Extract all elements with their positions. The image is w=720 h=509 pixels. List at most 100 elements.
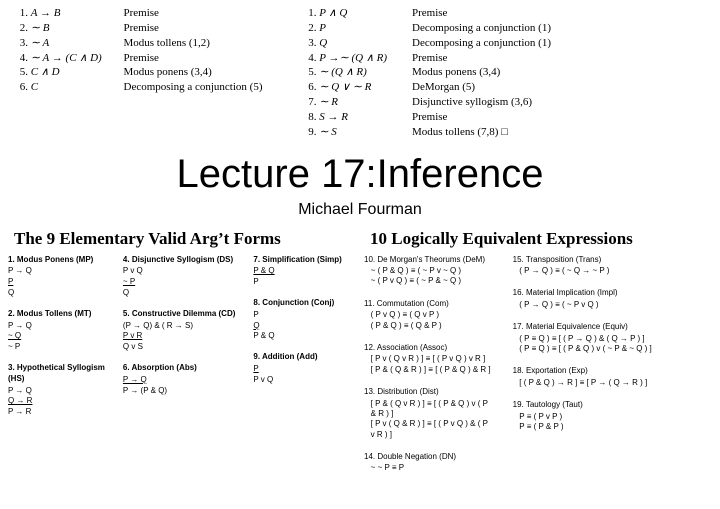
arg-form-title: 3. Hypothetical Syllogism (HS) (8, 363, 105, 385)
arg-form-title: 4. Disjunctive Syllogism (DS) (123, 255, 235, 266)
slide-author: Michael Fourman (0, 201, 720, 219)
arg-form-line: P (253, 310, 341, 321)
arg-form-title: 1. Modus Ponens (MP) (8, 255, 105, 266)
proof-line: 6. C Decomposing a conjunction (5) (14, 80, 263, 95)
equiv-title: 12. Association (Assoc) (364, 343, 491, 353)
proof-line: 4. P →∼ (Q ∧ R) Premise (303, 51, 552, 66)
arg-form-title: 8. Conjunction (Conj) (253, 298, 341, 309)
equiv-title: 15. Transposition (Trans) (513, 255, 652, 265)
arg-form-title: 5. Constructive Dilemma (CD) (123, 309, 235, 320)
proof-line: 6. ∼ Q ∨ ∼ R DeMorgan (5) (303, 80, 552, 95)
equiv-title: 10. De Morgan's Theorums (DeM) (364, 255, 491, 265)
equiv-title: 13. Distribution (Dist) (364, 387, 491, 397)
proof-line: 5. C ∧ D Modus ponens (3,4) (14, 65, 263, 80)
arg-form-line: P → Q (8, 266, 105, 277)
arg-form: 6. Absorption (Abs)P → Q P → (P & Q) (123, 363, 235, 396)
proof-line: 2. P Decomposing a conjunction (1) (303, 21, 552, 36)
equiv-item: 13. Distribution (Dist) [ P & ( Q v R ) … (364, 387, 491, 440)
arg-form-line: P v Q (123, 266, 235, 277)
arg-form-line: Q (253, 321, 341, 332)
arg-form-title: 6. Absorption (Abs) (123, 363, 235, 374)
proof-line: 1. P ∧ Q Premise (303, 6, 552, 21)
arg-form-line: P → R (8, 407, 105, 418)
proof-line: 8. S → R Premise (303, 110, 552, 125)
proof-left: 1. A → B Premise2. ∼ B Premise3. ∼ A Mod… (14, 6, 263, 140)
proof-line: 2. ∼ B Premise (14, 21, 263, 36)
proof-line: 7. ∼ R Disjunctive syllogism (3,6) (303, 95, 552, 110)
equiv-line: ~ ( P v Q ) ≡ ( ~ P & ~ Q ) (364, 276, 491, 286)
equiv-line: [ P & ( Q & R ) ] ≡ [ ( P & Q ) & R ] (364, 365, 491, 375)
proof-line: 5. ∼ (Q ∧ R) Modus ponens (3,4) (303, 65, 552, 80)
proofs-row: 1. A → B Premise2. ∼ B Premise3. ∼ A Mod… (0, 0, 720, 140)
equiv-line: P ≡ ( P & P ) (513, 422, 652, 432)
arg-form: 5. Constructive Dilemma (CD)(P → Q) & ( … (123, 309, 235, 353)
arg-form-title: 7. Simplification (Simp) (253, 255, 341, 266)
equiv-line: ( P ≡ Q ) ≡ [ ( P → Q ) & ( Q → P ) ] (513, 334, 652, 344)
arg-form-line: P & Q (253, 331, 341, 342)
proof-line: 9. ∼ S Modus tollens (7,8) □ (303, 125, 552, 140)
arg-form-line: P v Q (253, 375, 341, 386)
arg-form-line: P v R (123, 331, 235, 342)
arg-form-line: Q (8, 288, 105, 299)
proof-line: 1. A → B Premise (14, 6, 263, 21)
arg-form-line: ~ Q (8, 331, 105, 342)
arg-form-line: P → Q (123, 375, 235, 386)
equiv-title: 18. Exportation (Exp) (513, 366, 652, 376)
equiv-title: 11. Commutation (Com) (364, 299, 491, 309)
proof-right: 1. P ∧ Q Premise2. P Decomposing a conju… (303, 6, 552, 140)
equiv-item: 17. Material Equivalence (Equiv) ( P ≡ Q… (513, 322, 652, 354)
arg-form-line: Q v S (123, 342, 235, 353)
arg-form: 7. Simplification (Simp)P & Q P (253, 255, 341, 288)
equiv-heading: 10 Logically Equivalent Expressions (370, 229, 712, 249)
equiv-title: 14. Double Negation (DN) (364, 452, 491, 462)
arg-form-line: P → Q (8, 386, 105, 397)
equiv-line: ( P → Q ) ≡ ( ~ Q → ~ P ) (513, 266, 652, 276)
arg-form-line: Q (123, 288, 235, 299)
arg-form: 9. Addition (Add)P P v Q (253, 352, 341, 385)
arg-forms-panel: The 9 Elementary Valid Arg’t Forms 1. Mo… (8, 223, 356, 480)
arg-form-line: P (8, 277, 105, 288)
equiv-title: 17. Material Equivalence (Equiv) (513, 322, 652, 332)
proof-line: 3. Q Decomposing a conjunction (1) (303, 36, 552, 51)
arg-form-line: P & Q (253, 266, 341, 277)
arg-form-line: ~ P (123, 277, 235, 288)
arg-form-line: P → (P & Q) (123, 386, 235, 397)
slide: { "proofs": { "left": [ {"n":"1.","e":"A… (0, 0, 720, 509)
equiv-line: ~ ~ P ≡ P (364, 463, 491, 473)
equiv-item: 16. Material Implication (Impl) ( P → Q … (513, 288, 652, 310)
equiv-item: 11. Commutation (Com) ( P v Q ) ≡ ( Q v … (364, 299, 491, 331)
equiv-line: ( P → Q ) ≡ ( ~ P v Q ) (513, 300, 652, 310)
equiv-item: 14. Double Negation (DN) ~ ~ P ≡ P (364, 452, 491, 474)
proof-line: 3. ∼ A Modus tollens (1,2) (14, 36, 263, 51)
arg-form-line: P → Q (8, 321, 105, 332)
arg-form-line: (P → Q) & ( R → S) (123, 321, 235, 332)
equiv-title: 19. Tautology (Taut) (513, 400, 652, 410)
equiv-item: 18. Exportation (Exp) [ ( P & Q ) → R ] … (513, 366, 652, 388)
equiv-line: ( P ≡ Q ) ≡ [ ( P & Q ) v ( ~ P & ~ Q ) … (513, 344, 652, 354)
arg-form-line: ~ P (8, 342, 105, 353)
arg-form: 8. Conjunction (Conj)PQ P & Q (253, 298, 341, 342)
equiv-line: ( P & Q ) ≡ ( Q & P ) (364, 321, 491, 331)
arg-form-title: 9. Addition (Add) (253, 352, 341, 363)
slide-title: Lecture 17:Inference (0, 152, 720, 197)
arg-form-line: Q → R (8, 396, 105, 407)
arg-form: 2. Modus Tollens (MT)P → Q~ Q ~ P (8, 309, 105, 353)
equiv-item: 19. Tautology (Taut) P ≡ ( P v P ) P ≡ (… (513, 400, 652, 432)
equiv-line: [ P v ( Q & R ) ] ≡ [ ( P v Q ) & ( P v … (364, 419, 491, 440)
equiv-line: [ ( P & Q ) → R ] ≡ [ P → ( Q → R ) ] (513, 378, 652, 388)
equiv-line: [ P v ( Q v R ) ] ≡ [ ( P v Q ) v R ] (364, 354, 491, 364)
arg-form: 4. Disjunctive Syllogism (DS)P v Q~ P Q (123, 255, 235, 299)
equiv-line: ~ ( P & Q ) ≡ ( ~ P v ~ Q ) (364, 266, 491, 276)
equiv-line: [ P & ( Q v R ) ] ≡ [ ( P & Q ) v ( P & … (364, 399, 491, 420)
arg-form-line: P (253, 364, 341, 375)
equiv-item: 10. De Morgan's Theorums (DeM) ~ ( P & Q… (364, 255, 491, 287)
equiv-title: 16. Material Implication (Impl) (513, 288, 652, 298)
bottom-row: The 9 Elementary Valid Arg’t Forms 1. Mo… (0, 219, 720, 480)
equiv-line: ( P v Q ) ≡ ( Q v P ) (364, 310, 491, 320)
arg-form-line: P (253, 277, 341, 288)
equiv-item: 15. Transposition (Trans) ( P → Q ) ≡ ( … (513, 255, 652, 277)
equiv-panel: 10 Logically Equivalent Expressions 10. … (364, 223, 712, 480)
equiv-item: 12. Association (Assoc) [ P v ( Q v R ) … (364, 343, 491, 375)
proof-line: 4. ∼ A → (C ∧ D) Premise (14, 51, 263, 66)
arg-form: 1. Modus Ponens (MP)P → QP Q (8, 255, 105, 299)
